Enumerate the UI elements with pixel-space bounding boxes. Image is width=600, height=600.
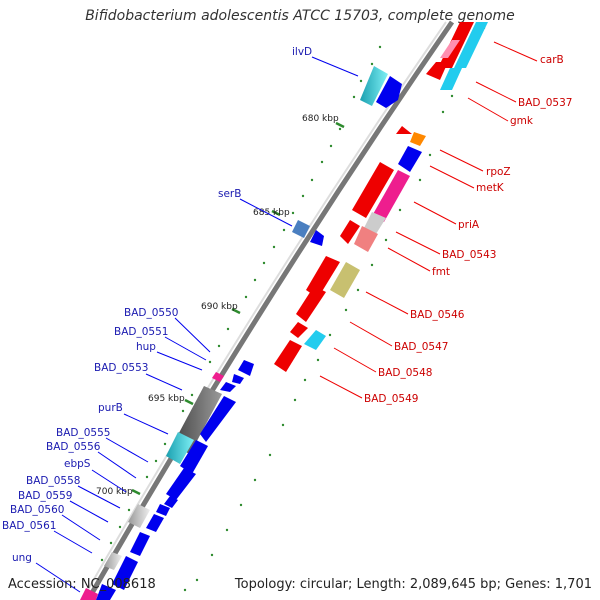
label-BAD_0543[interactable]: BAD_0543 [442, 249, 496, 261]
gene-rpoZ-shape[interactable] [410, 132, 426, 146]
topology-text: Topology: circular; Length: 2,089,645 bp… [234, 577, 592, 592]
gene-metK-fwd[interactable] [398, 146, 422, 172]
map-title: Bifidobacterium adolescentis ATCC 15703,… [85, 8, 515, 24]
gene-ilvD-shape[interactable] [360, 66, 388, 106]
scale-label-695: 695 kbp [148, 394, 185, 404]
forward-strand-features [80, 66, 402, 600]
gene-ebpS-shape[interactable] [156, 504, 170, 516]
label-BAD_0547[interactable]: BAD_0547 [394, 341, 448, 353]
label-hup[interactable]: hup [136, 341, 156, 353]
gene-BAD_0537-cyan[interactable] [440, 68, 462, 90]
gene-red-0548[interactable] [290, 322, 308, 338]
gene-BAD_0543-shape[interactable] [364, 212, 386, 234]
gene-fmt-shape[interactable] [354, 226, 378, 252]
label-serB[interactable]: serB [218, 188, 241, 200]
gene-BAD_0548-shape[interactable] [304, 330, 326, 350]
label-rpoZ[interactable]: rpoZ [486, 166, 511, 178]
label-metK[interactable]: metK [476, 182, 505, 194]
gene-serB-shape[interactable] [292, 220, 310, 238]
label-gmk[interactable]: gmk [510, 115, 534, 127]
gene-BAD_0551-shape[interactable] [232, 374, 244, 384]
label-ebpS[interactable]: ebpS [64, 458, 91, 470]
reverse-gene-labels: carB BAD_0537 gmk rpoZ metK priA BAD_054… [364, 54, 572, 405]
label-fmt[interactable]: fmt [432, 266, 450, 278]
label-BAD_0548[interactable]: BAD_0548 [378, 367, 432, 379]
accession-text: Accession: NC_008618 [8, 577, 156, 592]
gene-blue-hup[interactable] [220, 382, 236, 392]
gene-BAD_0547-shape[interactable] [296, 286, 326, 322]
label-BAD_0549[interactable]: BAD_0549 [364, 393, 418, 405]
gene-BAD_0550-shape[interactable] [238, 360, 254, 376]
scale-label-685: 685 kbp [253, 208, 290, 218]
gene-BAD_0549-shape[interactable] [274, 340, 302, 372]
label-BAD_0561[interactable]: BAD_0561 [2, 520, 56, 532]
label-BAD_0550[interactable]: BAD_0550 [124, 307, 178, 319]
label-carB[interactable]: carB [540, 54, 564, 66]
gene-BAD_0559-shape[interactable] [146, 514, 164, 532]
gene-priA-shape[interactable] [372, 170, 410, 222]
gene-BAD_0556-shape[interactable] [164, 496, 178, 508]
gene-pink-top[interactable] [440, 40, 460, 58]
gene-blue-purB[interactable] [180, 440, 208, 474]
gene-BAD_0561-shape[interactable] [104, 552, 122, 570]
label-BAD_0558[interactable]: BAD_0558 [26, 475, 80, 487]
label-priA[interactable]: priA [458, 219, 480, 231]
gene-bottom-pink[interactable] [80, 588, 98, 600]
gene-red-mid[interactable] [340, 220, 360, 244]
label-BAD_0537[interactable]: BAD_0537 [518, 97, 572, 109]
label-purB[interactable]: purB [98, 402, 123, 414]
reverse-leader-lines [319, 41, 538, 399]
gene-BAD_0558-shape[interactable] [128, 504, 150, 528]
label-BAD_0553[interactable]: BAD_0553 [94, 362, 148, 374]
label-BAD_0556[interactable]: BAD_0556 [46, 441, 101, 453]
label-BAD_0555[interactable]: BAD_0555 [56, 427, 110, 439]
gene-BAD_0560-shape[interactable] [130, 532, 150, 556]
gene-ung-shape[interactable] [112, 556, 138, 590]
label-ung[interactable]: ung [12, 552, 32, 564]
gene-blue-0553[interactable] [200, 396, 236, 442]
gene-blue-serB[interactable] [310, 230, 324, 246]
gene-hup-shape[interactable] [212, 372, 224, 382]
scale-tick-marks [131, 121, 345, 496]
scale-label-690: 690 kbp [201, 302, 238, 312]
label-BAD_0546[interactable]: BAD_0546 [410, 309, 465, 321]
scale-label-680: 680 kbp [302, 114, 339, 124]
forward-dotted-guide [100, 45, 382, 562]
gene-BAD_0546-shape[interactable] [330, 262, 360, 298]
scale-label-700: 700 kbp [96, 487, 133, 497]
label-BAD_0551[interactable]: BAD_0551 [114, 326, 168, 338]
label-BAD_0560[interactable]: BAD_0560 [10, 504, 64, 516]
gene-BAD_0555-shape[interactable] [166, 468, 196, 500]
gene-red-tall[interactable] [352, 162, 394, 218]
gene-carB-cyan[interactable] [454, 22, 488, 68]
forward-leader-lines [35, 56, 359, 593]
gene-BAD_0537-shape[interactable] [426, 62, 448, 80]
gene-ilvD-blue[interactable] [376, 76, 402, 108]
label-ilvD[interactable]: ilvD [292, 46, 312, 58]
label-BAD_0559[interactable]: BAD_0559 [18, 490, 72, 502]
reverse-strand-features [274, 22, 488, 372]
gene-bottom-blue[interactable] [96, 584, 116, 600]
forward-gene-labels: ilvD serB BAD_0550 BAD_0551 hup BAD_0553… [2, 46, 312, 564]
gene-gmk-shape[interactable] [396, 126, 412, 134]
gene-purB-shape[interactable] [166, 432, 194, 464]
